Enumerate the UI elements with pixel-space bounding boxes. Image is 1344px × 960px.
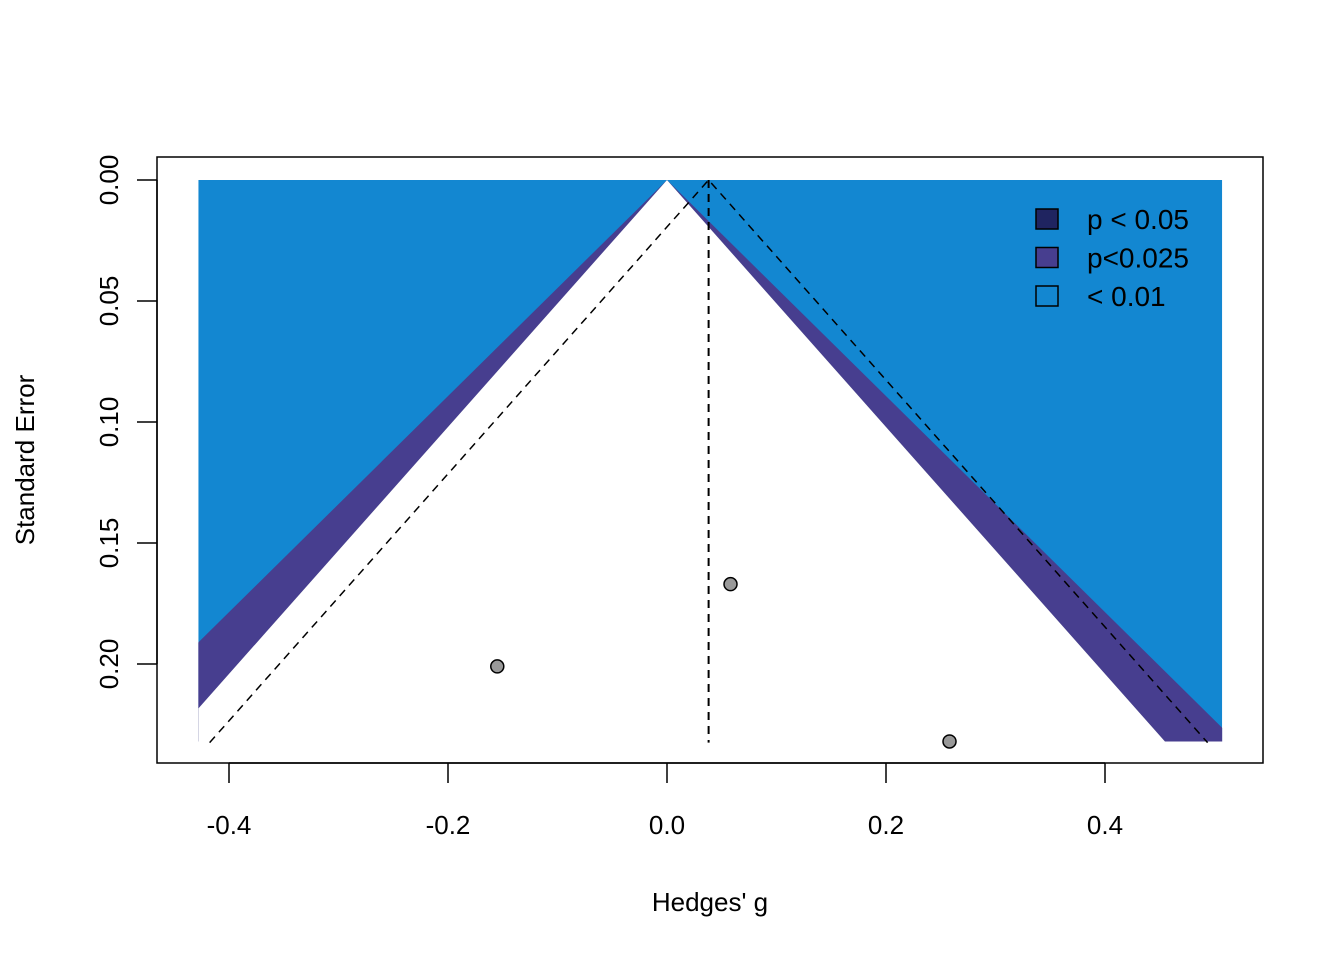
legend-label: < 0.01: [1087, 281, 1166, 312]
study-point: [942, 734, 957, 749]
nonsignificant-area: [198, 180, 1165, 742]
y-tick-label: 0.05: [94, 276, 124, 327]
funnel-lines: [209, 178, 1209, 744]
x-axis-title: Hedges' g: [652, 887, 768, 917]
legend-label: p<0.025: [1087, 243, 1189, 274]
x-tick-label: 0.0: [649, 810, 685, 840]
legend: p < 0.05 p<0.025 < 0.01: [1035, 204, 1189, 312]
x-tick-label: -0.4: [207, 810, 252, 840]
y-tick-label: 0.20: [94, 639, 124, 690]
y-axis-title: Standard Error: [10, 374, 40, 545]
funnel-confidence-lines: [209, 178, 1209, 744]
study-point: [490, 659, 505, 674]
study-points: [490, 576, 957, 749]
legend-label: p < 0.05: [1087, 204, 1189, 235]
legend-swatch: [1035, 208, 1059, 230]
legend-swatch: [1035, 285, 1059, 307]
y-tick-label: 0.00: [94, 155, 124, 206]
y-tick-label: 0.10: [94, 397, 124, 448]
study-point: [723, 576, 738, 592]
x-axis: -0.4 -0.2 0.0 0.2 0.4: [207, 762, 1123, 840]
y-axis: 0.00 0.05 0.10 0.15 0.20: [94, 155, 158, 690]
y-tick-label: 0.15: [94, 518, 124, 569]
x-tick-label: 0.4: [1087, 810, 1123, 840]
legend-swatch: [1035, 246, 1059, 269]
x-tick-label: -0.2: [426, 810, 471, 840]
contour-areas: [198, 180, 1223, 742]
x-tick-label: 0.2: [868, 810, 904, 840]
